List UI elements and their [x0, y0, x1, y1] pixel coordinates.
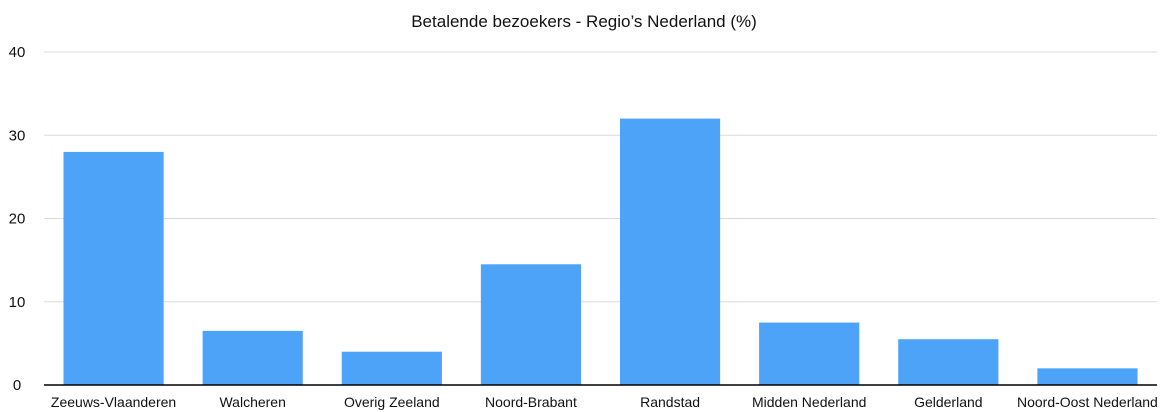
y-tick-label: 20 — [9, 211, 26, 228]
bar-overig-zeeland — [341, 351, 442, 385]
bar-noord-oost-nederland — [1037, 368, 1138, 385]
chart-title: Betalende bezoekers - Regio’s Nederland … — [411, 12, 757, 31]
bar-gelderland — [898, 339, 999, 385]
x-tick-label: Gelderland — [914, 394, 983, 410]
y-tick-label: 0 — [13, 377, 21, 394]
x-tick-label: Zeeuws-Vlaanderen — [51, 394, 176, 410]
bar-midden-nederland — [759, 322, 860, 385]
x-tick-label: Noord-Oost Nederland — [1017, 394, 1158, 410]
gridlines — [44, 51, 1157, 303]
x-axis-labels: Zeeuws-Vlaanderen Walcheren Overig Zeeland… — [51, 394, 1158, 410]
x-tick-label: Noord-Brabant — [485, 394, 577, 410]
bar-randstad — [619, 118, 721, 385]
x-tick-label: Overig Zeeland — [344, 394, 440, 410]
x-tick-label: Randstad — [640, 394, 700, 410]
x-tick-label: Walcheren — [219, 394, 285, 410]
bar-noord-brabant — [480, 264, 582, 385]
y-axis-ticks: 0 10 20 30 40 — [9, 44, 26, 394]
bar-zeeuws-vlaanderen — [63, 151, 164, 385]
y-tick-label: 40 — [9, 44, 26, 61]
y-tick-label: 30 — [9, 127, 26, 144]
bar-walcheren — [202, 330, 303, 385]
bars — [63, 118, 1138, 385]
y-tick-label: 10 — [9, 294, 26, 311]
x-tick-label: Midden Nederland — [752, 394, 866, 410]
